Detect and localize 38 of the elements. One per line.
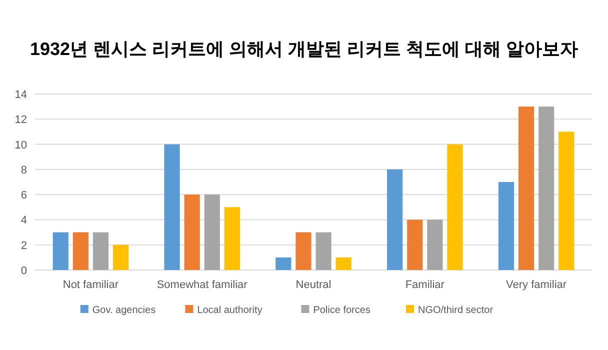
bar	[204, 194, 220, 270]
y-tick-label: 10	[14, 139, 27, 152]
x-tick-label: Not familiar	[62, 279, 119, 291]
legend-label: Gov. agencies	[92, 305, 156, 316]
y-tick-label: 0	[20, 265, 27, 277]
x-tick-label: Very familiar	[506, 279, 567, 291]
bar	[336, 257, 352, 270]
bar	[538, 106, 554, 270]
bar	[316, 232, 332, 270]
chart-title: 1932년 렌시스 리커트에 의해서 개발된 리커트 척도에 대해 알아보자	[30, 39, 578, 59]
x-tick-label: Somewhat familiar	[156, 279, 248, 291]
legend-label: NGO/third sector	[418, 305, 494, 316]
x-tick-label: Neutral	[296, 279, 332, 291]
bar	[112, 244, 129, 270]
bar	[558, 132, 574, 270]
bar	[518, 106, 534, 270]
bar	[92, 232, 109, 270]
bar	[276, 257, 292, 270]
bar	[447, 144, 463, 270]
bar	[498, 182, 514, 270]
bar	[427, 220, 443, 270]
y-tick-label: 14	[14, 89, 27, 101]
legend-label: Police forces	[313, 305, 370, 316]
legend-label: Local authority	[197, 305, 262, 316]
bar	[72, 232, 88, 270]
bar	[224, 207, 240, 270]
bar	[52, 232, 68, 270]
y-tick-label: 12	[14, 114, 27, 126]
x-tick-label: Familiar	[405, 279, 445, 291]
bar	[387, 169, 403, 270]
bar	[407, 220, 423, 270]
y-tick-label: 2	[20, 240, 27, 252]
bar	[296, 232, 312, 270]
y-tick-label: 6	[20, 190, 27, 202]
y-tick-label: 8	[20, 164, 27, 176]
y-tick-label: 4	[20, 214, 27, 227]
bar	[184, 194, 200, 270]
bar	[164, 144, 180, 270]
